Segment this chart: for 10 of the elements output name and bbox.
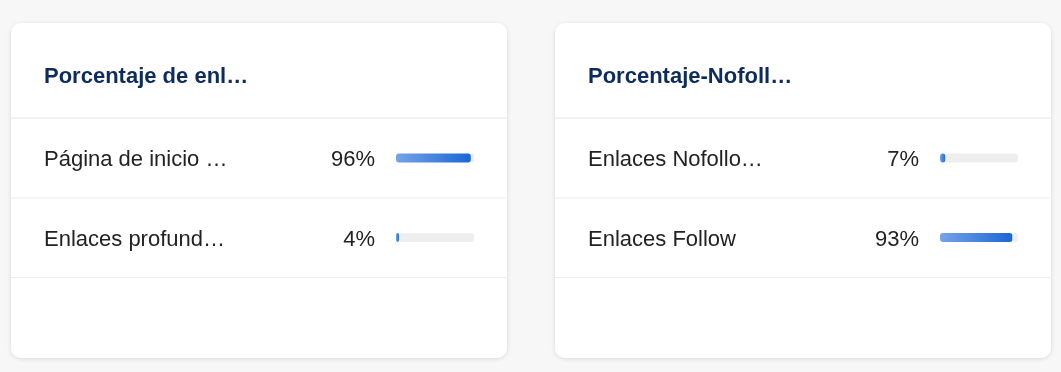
- y-tick-label: Enlaces profund…: [44, 225, 225, 251]
- data-label: 96%: [330, 146, 375, 171]
- data-label: 93%: [874, 225, 919, 251]
- text: Porcentaje de enl…: [44, 63, 249, 88]
- text: Porcentaje-Nofoll…: [588, 63, 793, 88]
- y-tick-label: Página de inicio …: [44, 146, 228, 171]
- data-label: 4%: [343, 225, 375, 251]
- y-tick-label: Enlaces Nofollo…: [588, 146, 763, 171]
- y-tick-label: Enlaces Follow: [588, 225, 737, 251]
- data-label: 7%: [887, 146, 919, 171]
